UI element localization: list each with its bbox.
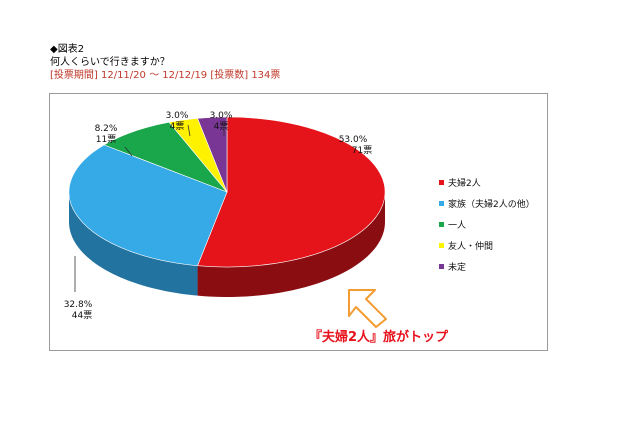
- legend-label-4: 未定: [448, 261, 466, 273]
- leader-line-3: [187, 124, 191, 137]
- pie-label-percent-3: 3.0%: [166, 111, 189, 121]
- pie-label-percent-2: 8.2%: [95, 124, 118, 134]
- legend-swatch-4: [439, 264, 444, 269]
- pie-slice-0: [197, 116, 386, 268]
- pie-sides: [69, 192, 385, 297]
- chart-frame: 53.0% 71票 32.8% 44票 8.2% 11票 3.0% 4票 3.0% 4票 夫婦2人…: [49, 93, 548, 351]
- pie-label-count-3: 4票: [170, 121, 185, 132]
- survey-question: 何人くらいで行きますか？: [50, 57, 170, 68]
- pie-label-count-4: 4票: [214, 121, 229, 132]
- pie-label-count-1: 44票: [72, 310, 92, 321]
- legend-label-3: 友人・仲間: [448, 240, 493, 252]
- pie-slice-1: [68, 144, 228, 266]
- pie-slices: [68, 116, 386, 268]
- pie-slice-4: [197, 116, 228, 193]
- voting-period: [投票期間] 12/11/20 ～ 12/12/19 [投票数] 134票: [50, 70, 281, 81]
- leader-line-2: [124, 146, 133, 157]
- legend-swatch-1: [439, 201, 444, 206]
- legend-label-0: 夫婦2人: [448, 177, 481, 189]
- legend-label-1: 家族（夫婦2人の他）: [448, 198, 535, 210]
- legend-swatch-3: [439, 243, 444, 248]
- pie-label-percent-4: 3.0%: [210, 111, 233, 121]
- annotation-callout: 『夫婦2人』旅がトップ: [309, 329, 449, 345]
- pie-label-count-2: 11票: [96, 134, 116, 145]
- legend-swatch-2: [439, 222, 444, 227]
- legend-label-2: 一人: [448, 220, 466, 231]
- pie-label-percent-0: 53.0%: [339, 135, 368, 145]
- pie-label-count-0: 71票: [352, 145, 372, 156]
- annotation-arrow-icon: [348, 289, 387, 328]
- pie-side-0: [197, 192, 385, 297]
- pie-side-1: [69, 192, 198, 296]
- legend-swatch-0: [439, 180, 444, 185]
- figure-label: ◆図表2: [50, 44, 85, 55]
- pie-label-percent-1: 32.8%: [64, 300, 93, 310]
